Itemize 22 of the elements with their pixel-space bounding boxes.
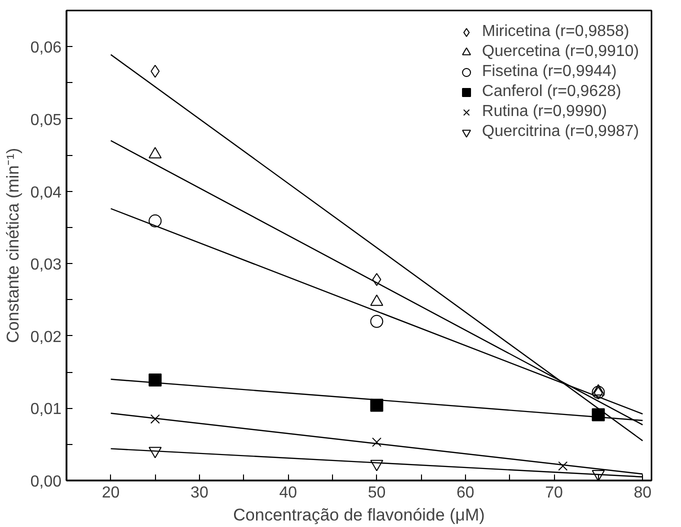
legend-label: Canferol (r=0,9628) [482, 83, 622, 101]
x-tick-label: 20 [102, 484, 120, 502]
y-tick-label: 0,06 [30, 40, 62, 57]
x-tick-label: 60 [456, 484, 474, 502]
legend-label: Fisetina (r=0,9944) [482, 63, 617, 81]
x-tick-label: 70 [545, 484, 563, 502]
legend-label: Quercetina (r=0,9910) [482, 43, 639, 61]
x-tick-label: 50 [368, 484, 386, 502]
y-tick-label: 0,03 [30, 256, 62, 274]
x-tick-label: 40 [279, 484, 298, 502]
x-tick-label: 30 [190, 484, 208, 502]
x-tick-label: 80 [634, 484, 652, 502]
y-tick-label: 0,00 [30, 474, 62, 490]
y-tick-label: 0,05 [30, 112, 62, 129]
x-axis-title: Concentração de flavonóide (μM) [233, 506, 485, 524]
legend-label: Rutina (r=0,9990) [482, 103, 607, 121]
legend-label: Miricetina (r=0,9858) [482, 23, 630, 41]
legend-label: Quercitrina (r=0,9987) [482, 123, 639, 141]
y-tick-label: 0,01 [30, 401, 62, 418]
y-tick-label: 0,04 [30, 184, 62, 202]
y-tick-label: 0,02 [30, 328, 62, 346]
y-axis-title: Constante cinética (min⁻¹) [3, 148, 22, 343]
